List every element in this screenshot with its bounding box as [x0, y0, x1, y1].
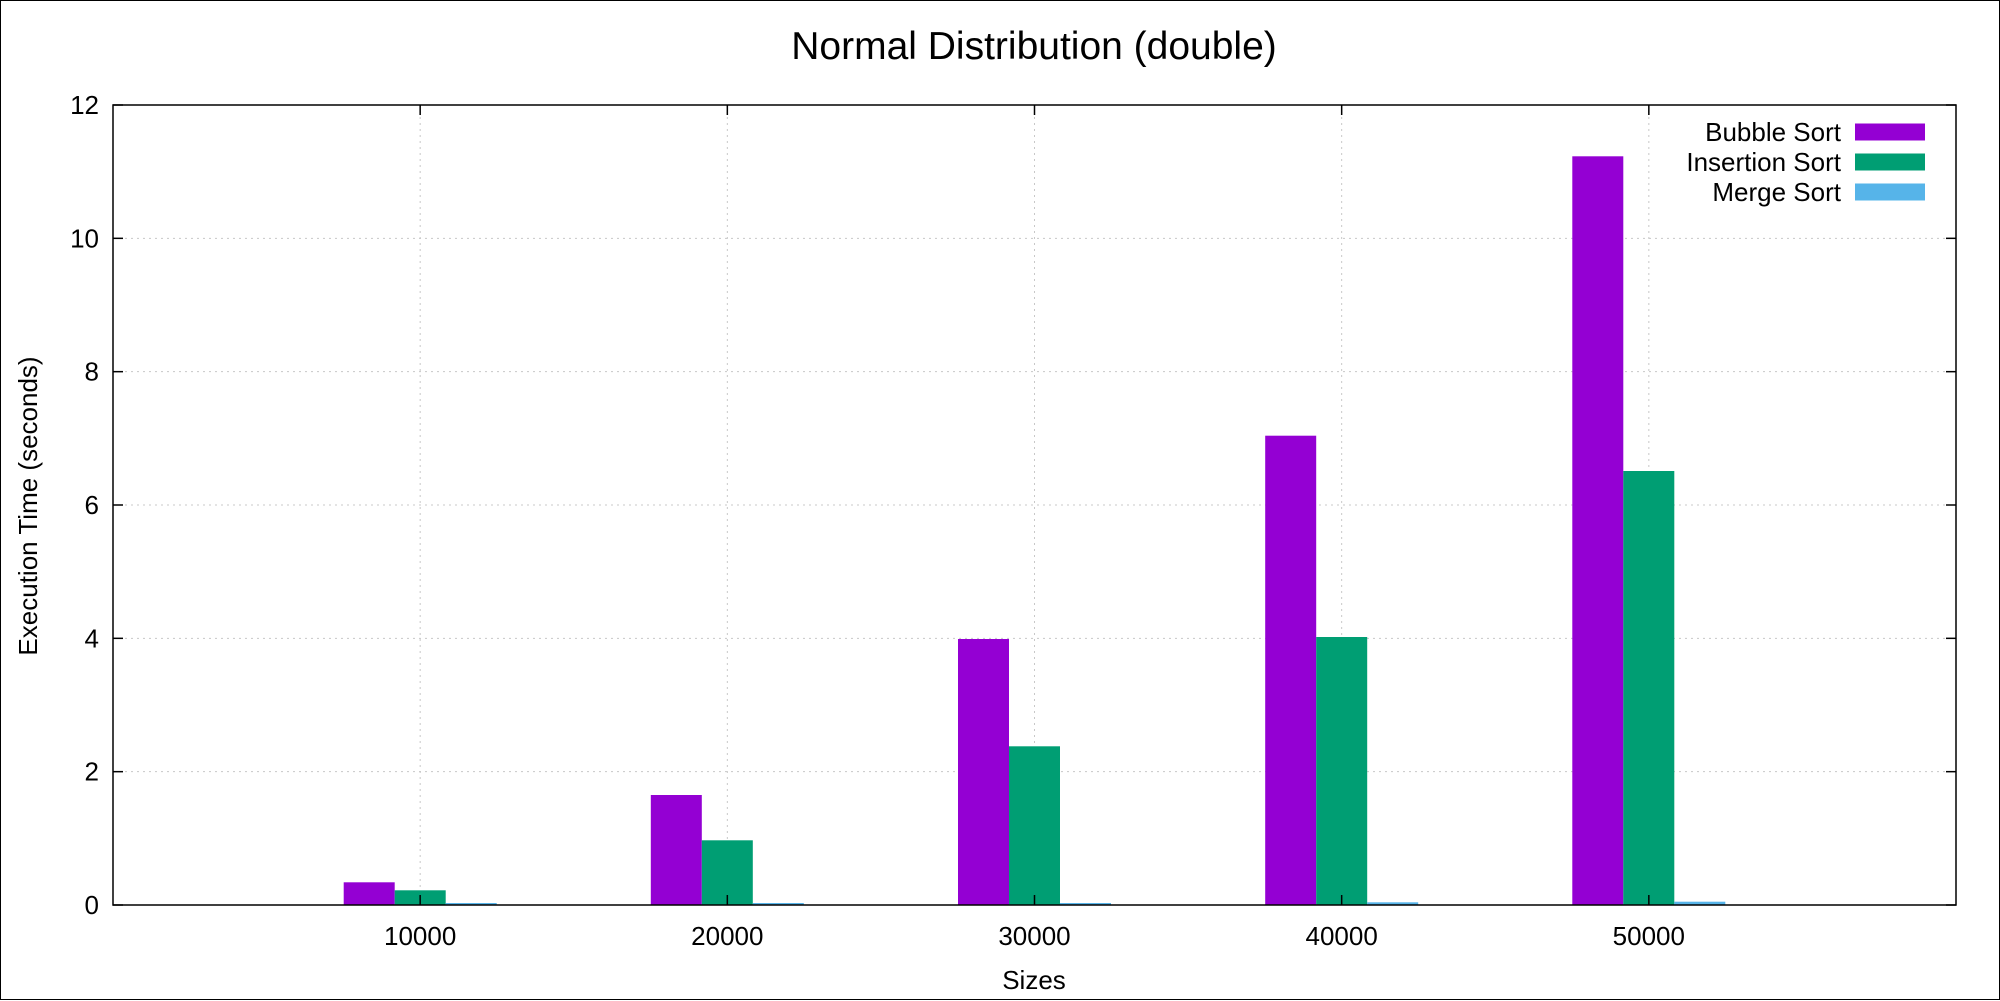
legend-swatch	[1855, 183, 1925, 201]
bar-insertion-sort	[1009, 746, 1060, 905]
bar-merge-sort	[1060, 903, 1111, 905]
bars-group	[343, 156, 1726, 906]
y-tick-label: 0	[85, 890, 99, 920]
bar-insertion-sort	[1316, 637, 1368, 905]
y-tick-label: 4	[85, 623, 99, 653]
bar-bubble-sort	[650, 795, 702, 905]
axis-ticks: 0 2 4 6 8 10 12 10000 20000 30000 40000 50000	[70, 90, 1956, 951]
plot-frame	[112, 104, 1957, 906]
x-tick-label: 40000	[1306, 921, 1378, 951]
x-tick-label: 10000	[384, 921, 456, 951]
x-axis-label: Sizes	[1002, 965, 1066, 995]
chart-title: Normal Distribution (double)	[791, 25, 1277, 68]
bar-merge-sort	[752, 903, 804, 905]
legend-label: Merge Sort	[1712, 177, 1841, 207]
bar-bubble-sort	[1265, 435, 1317, 905]
y-tick-label: 2	[85, 757, 99, 787]
bar-bubble-sort	[958, 639, 1009, 905]
bar-merge-sort	[445, 903, 497, 905]
y-tick-label: 8	[85, 357, 99, 387]
legend-label: Insertion Sort	[1686, 147, 1841, 177]
bar-insertion-sort	[1623, 471, 1675, 905]
y-tick-label: 10	[70, 223, 99, 253]
x-tick-label: 20000	[691, 921, 763, 951]
legend-swatch	[1855, 153, 1925, 171]
y-axis-label: Execution Time (seconds)	[13, 356, 43, 655]
y-tick-label: 6	[85, 490, 99, 520]
legend-label: Bubble Sort	[1705, 117, 1842, 147]
bar-merge-sort	[1367, 902, 1419, 905]
bar-insertion-sort	[701, 840, 753, 905]
bar-bubble-sort	[343, 882, 395, 905]
x-tick-label: 50000	[1613, 921, 1685, 951]
legend-swatch	[1855, 123, 1925, 141]
y-tick-label: 12	[70, 90, 99, 120]
bar-bubble-sort	[1572, 156, 1624, 906]
x-tick-label: 30000	[998, 921, 1070, 951]
bar-merge-sort	[1674, 901, 1726, 905]
